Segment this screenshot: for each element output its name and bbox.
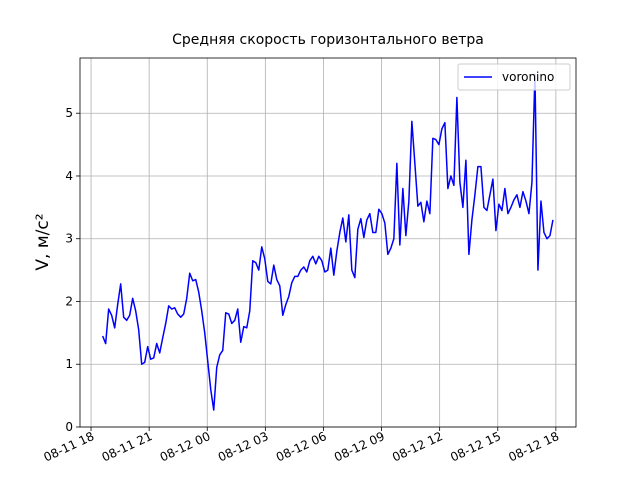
y-axis-label: V, м/с² xyxy=(33,213,53,270)
y-tick-label: 0 xyxy=(65,420,73,434)
y-tick-label: 3 xyxy=(65,232,73,246)
y-tick-label: 4 xyxy=(65,169,73,183)
y-tick-label: 5 xyxy=(65,106,73,120)
y-tick-label: 2 xyxy=(65,294,73,308)
legend-box xyxy=(457,63,571,91)
chart-title: Средняя скорость горизонтального ветра xyxy=(172,32,484,48)
data-line xyxy=(101,73,554,411)
legend-label: voronino xyxy=(502,70,554,84)
y-tick-label: 1 xyxy=(65,357,73,371)
plot-frame xyxy=(79,57,577,428)
